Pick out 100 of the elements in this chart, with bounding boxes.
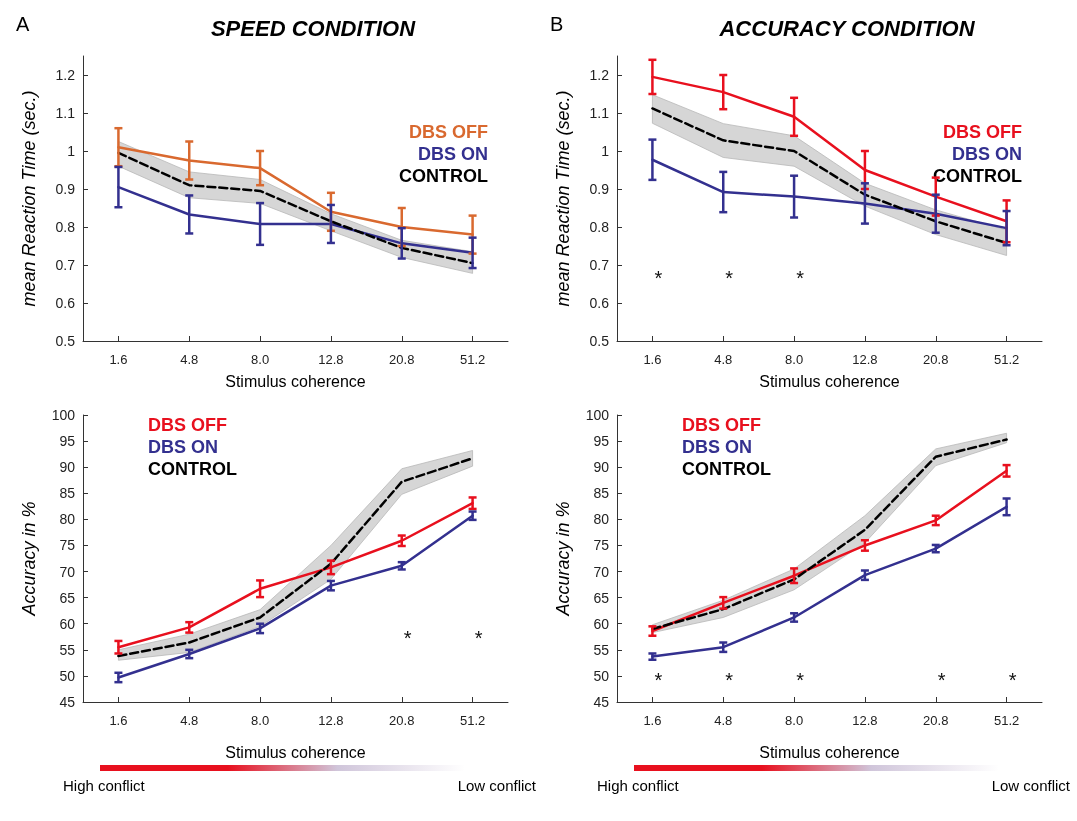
text: High conflict	[63, 777, 145, 794]
x-tick-label: 1.6	[643, 713, 662, 728]
y-tick-label: 55	[59, 641, 76, 658]
y-tick-label: 70	[59, 563, 76, 580]
text: DBS ON	[951, 144, 1022, 164]
y-tick-label: 75	[59, 537, 76, 554]
text: DBS ON	[148, 437, 219, 457]
x-tick-label: 20.8	[923, 352, 949, 367]
x-tick-label: 8.0	[251, 713, 270, 728]
annotation: *	[1008, 668, 1017, 691]
x-tick-label: 8.0	[785, 352, 804, 367]
y-tick-label: 80	[59, 511, 76, 528]
y-tick-label: 0.8	[589, 219, 610, 235]
annotation: *	[796, 267, 805, 290]
y-tick-label: 1	[67, 143, 76, 159]
y-tick-label: 85	[59, 485, 76, 502]
annotation: *	[474, 626, 483, 649]
y-tick-label: 85	[593, 485, 610, 502]
y-tick-label: 0.6	[589, 295, 610, 311]
x-axis-title: Stimulus coherence	[759, 372, 900, 390]
x-tick-label: 1.6	[109, 713, 128, 728]
y-tick-label: 95	[593, 433, 610, 450]
x-tick-label: 8.0	[251, 352, 270, 367]
x-tick-label: 1.6	[109, 352, 128, 367]
y-tick-label: 65	[593, 589, 610, 606]
y-axis-title: Accuracy in %	[553, 501, 573, 617]
text: DBS OFF	[682, 415, 761, 435]
y-tick-label: 60	[593, 615, 610, 632]
x-tick-label: 51.2	[459, 713, 486, 728]
y-tick-label: 90	[59, 459, 76, 476]
x-tick-label: 12.8	[318, 352, 344, 367]
y-tick-label: 1.1	[589, 105, 610, 121]
y-axis-title: Accuracy in %	[19, 501, 39, 617]
y-tick-label: 45	[593, 694, 610, 710]
y-axis-title: mean Reaction Time (sec.)	[19, 90, 39, 307]
annotation: *	[654, 668, 663, 691]
x-tick-label: 12.8	[852, 352, 878, 367]
text: CONTROL	[399, 166, 488, 186]
y-tick-label: 1.2	[55, 67, 76, 83]
y-tick-label: 95	[59, 433, 76, 450]
x-tick-label: 4.8	[714, 713, 733, 728]
y-tick-label: 1.2	[589, 67, 610, 83]
annotation: *	[796, 668, 805, 691]
y-tick-label: 0.7	[589, 257, 610, 273]
y-tick-label: 65	[59, 589, 76, 606]
y-tick-label: 0.9	[55, 181, 76, 197]
x-tick-label: 12.8	[318, 713, 344, 728]
x-tick-label: 20.8	[923, 713, 949, 728]
x-tick-label: 4.8	[180, 713, 199, 728]
annotation: *	[937, 668, 946, 691]
x-tick-label: 51.2	[459, 352, 486, 367]
y-tick-label: 55	[593, 641, 610, 658]
text: High conflict	[597, 777, 679, 794]
y-tick-label: 90	[593, 459, 610, 476]
text: DBS OFF	[148, 415, 227, 435]
annotation: *	[725, 267, 734, 290]
x-axis-title: Stimulus coherence	[225, 743, 366, 761]
y-tick-label: 0.5	[589, 333, 610, 349]
y-tick-label: 50	[59, 667, 76, 684]
x-axis-title: Stimulus coherence	[225, 372, 366, 390]
x-axis-title: Stimulus coherence	[759, 743, 900, 761]
annotation: *	[403, 626, 412, 649]
x-tick-label: 8.0	[785, 713, 804, 728]
text: DBS ON	[682, 437, 753, 457]
x-tick-label: 20.8	[389, 713, 415, 728]
chart-title: ACCURACY CONDITION	[718, 15, 976, 41]
y-tick-label: 100	[585, 407, 610, 423]
y-tick-label: 0.8	[55, 219, 76, 235]
text: DBS ON	[417, 144, 488, 164]
chart-title: SPEED CONDITION	[210, 15, 417, 41]
y-tick-label: 75	[593, 537, 610, 554]
x-tick-label: 4.8	[714, 352, 733, 367]
text: CONTROL	[682, 459, 771, 479]
text: Low conflict	[991, 777, 1070, 794]
x-tick-label: 12.8	[852, 713, 878, 728]
y-tick-label: 0.6	[55, 295, 76, 311]
y-tick-label: 0.7	[55, 257, 76, 273]
series-label: CONTROL	[933, 166, 1022, 186]
x-tick-label: 4.8	[180, 352, 199, 367]
text: Low conflict	[457, 777, 536, 794]
y-tick-label: 0.9	[589, 181, 610, 197]
y-tick-label: 100	[51, 407, 76, 423]
annotation: *	[725, 668, 734, 691]
y-tick-label: 60	[59, 615, 76, 632]
y-tick-label: 1	[601, 143, 610, 159]
y-axis-title: mean Reaction Time (sec.)	[553, 90, 573, 307]
text: CONTROL	[148, 459, 237, 479]
annotation: *	[654, 267, 663, 290]
x-tick-label: 51.2	[993, 713, 1020, 728]
y-tick-label: 0.5	[55, 333, 76, 349]
y-tick-label: 50	[593, 667, 610, 684]
text: B	[550, 13, 564, 35]
y-tick-label: 45	[59, 694, 76, 710]
x-tick-label: 51.2	[993, 352, 1020, 367]
text: DBS OFF	[943, 122, 1022, 142]
y-tick-label: 1.1	[55, 105, 76, 121]
y-tick-label: 70	[593, 563, 610, 580]
y-tick-label: 80	[593, 511, 610, 528]
text: DBS OFF	[409, 122, 488, 142]
x-tick-label: 1.6	[643, 352, 662, 367]
